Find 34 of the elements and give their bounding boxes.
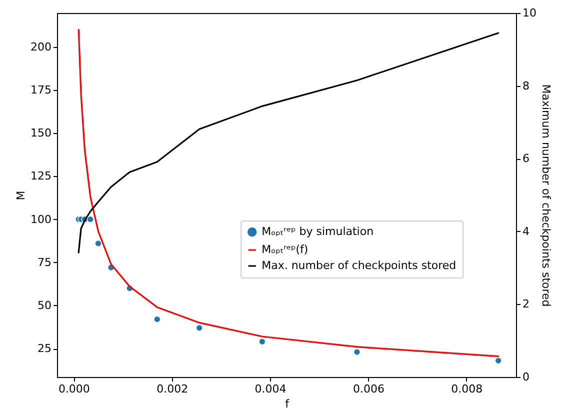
point [154, 316, 161, 323]
y2-tick-label: 10 [522, 6, 536, 20]
x-tick-label: 0.000 [58, 382, 90, 396]
line-series [78, 28, 500, 358]
point [258, 338, 266, 346]
line-series [78, 32, 500, 254]
legend-label: Mₒₚₜʳᵉᵖ by simulation [262, 224, 374, 238]
y-tick-label: 125 [30, 170, 52, 183]
y-tick-label: 200 [30, 40, 52, 54]
point [94, 240, 102, 247]
legend-label: Max. number of checkpoints stored [262, 258, 456, 272]
y-tick-label: 100 [30, 212, 52, 226]
x-tick-label: 0.004 [254, 382, 286, 396]
point [353, 348, 360, 356]
y2-axis-title: Maximum number of checkpoints stored [539, 84, 552, 307]
y-axis-title: M [14, 190, 28, 200]
x-axis-title: f [285, 398, 290, 410]
y-tick-label: 25 [38, 342, 52, 356]
y2-tick-label: 4 [522, 224, 530, 238]
y2-tick-label: 0 [522, 370, 530, 384]
y-tick-label: 50 [38, 298, 52, 312]
y2-tick-label: 6 [522, 152, 530, 166]
y2-tick-label: 8 [522, 79, 530, 92]
y-tick-label: 150 [30, 126, 52, 140]
y2-tick-label: 2 [522, 298, 530, 311]
x-tick-label: 0.002 [156, 382, 188, 396]
x-tick-label: 0.008 [451, 382, 483, 396]
y-tick-label: 75 [38, 256, 52, 269]
point [196, 324, 203, 332]
legend-label: Mₒₚₜʳᵉᵖ(f) [262, 242, 308, 256]
point [86, 216, 94, 223]
point [494, 357, 502, 364]
x-tick-label: 0.006 [352, 382, 384, 396]
y-tick-label: 175 [30, 84, 52, 97]
